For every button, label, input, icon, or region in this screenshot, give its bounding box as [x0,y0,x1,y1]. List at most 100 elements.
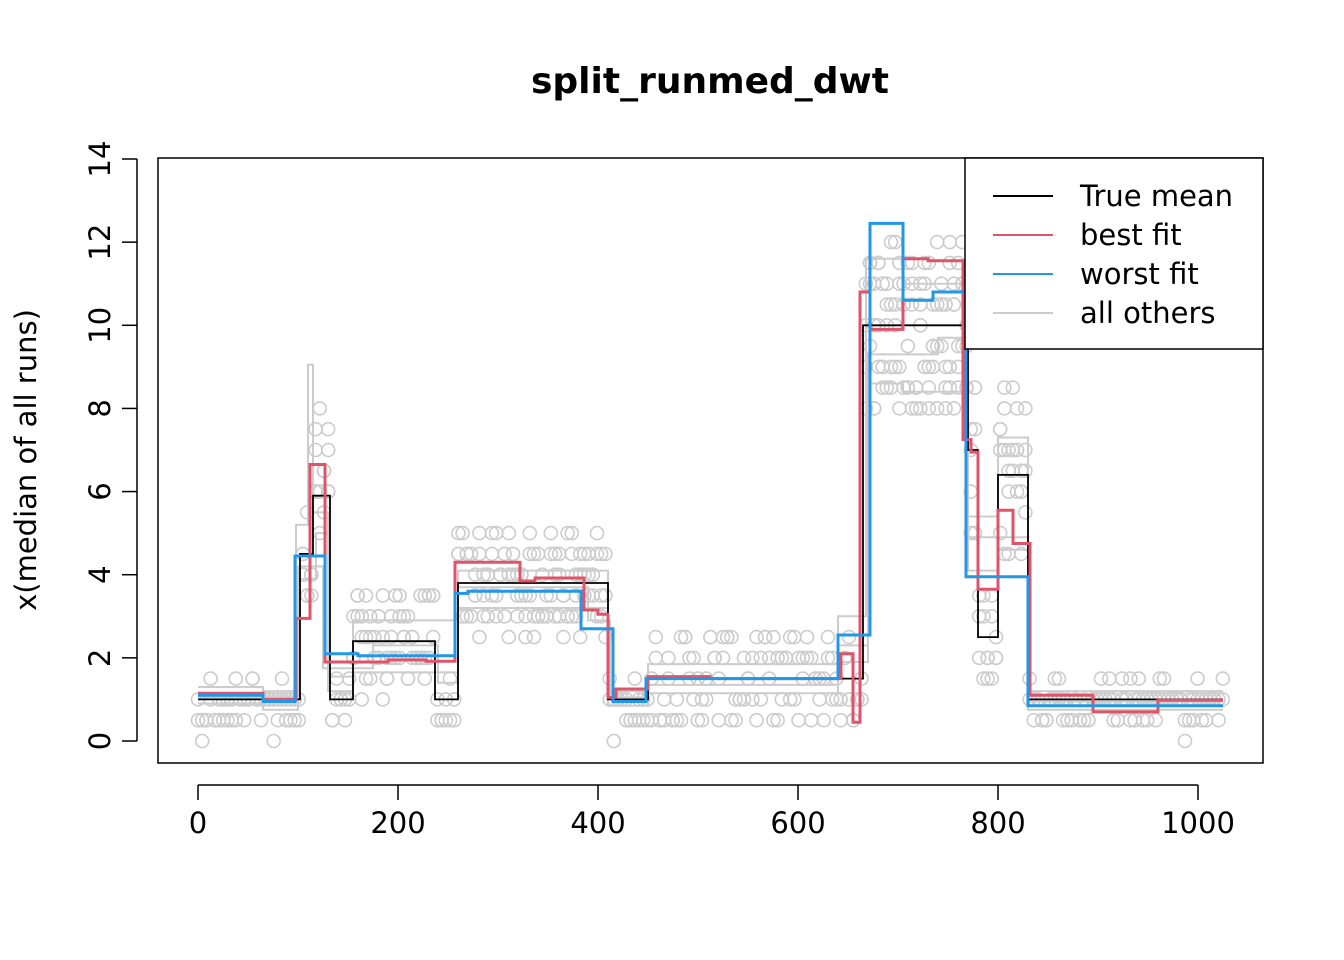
scatter-point [266,733,281,749]
scatter-point [388,588,403,603]
scatter-point [341,671,357,686]
scatter-point [648,650,664,666]
scatter-point [1131,671,1147,686]
scatter-point [518,629,533,645]
scatter-point [1194,712,1210,728]
y-tick-label: 2 [83,649,117,667]
scatter-point [543,546,559,562]
scatter-point [509,567,525,583]
scatter-point [438,712,454,728]
scatter-point [871,255,886,271]
scatter-point [938,401,953,416]
scatter-point [757,629,773,645]
scatter-point [1123,671,1138,686]
scatter-point [883,234,899,250]
scatter-point [354,692,370,707]
scatter-point [724,629,739,645]
scatter-point [358,588,374,603]
scatter-point [673,712,689,728]
scatter-point [320,484,336,499]
scatter-point [539,588,554,603]
scatter-point [850,692,865,707]
scatter-point [526,546,542,562]
scatter-point [497,546,512,562]
scatter-point [854,692,869,707]
scatter-point [770,712,785,728]
scatter-point [417,671,433,686]
scatter-point [220,712,235,728]
scatter-point [816,712,832,728]
scatter-point [417,588,433,603]
scatter-point [766,712,781,728]
scatter-point [564,608,580,624]
scatter-point [766,629,781,645]
x-axis: 0 200 400 600 800 1000 [189,784,1235,840]
scatter-point [358,629,374,645]
scatter-point [442,712,458,728]
scatter-point [598,588,613,603]
scatter-point [841,629,857,645]
scatter-point [417,650,433,666]
scatter-point [934,338,949,354]
scatter-point [497,608,512,624]
scatter-point [1018,463,1033,479]
scatter-point [1009,484,1025,499]
plot-area [190,221,1231,749]
scatter-point [404,629,420,645]
scatter-point [379,671,395,686]
scatter-point [984,671,1000,686]
x-tick-label: 0 [189,806,207,840]
y-tick-label: 8 [83,399,117,417]
scatter-point [799,629,815,645]
legend-label: best fit [1080,218,1182,252]
scatter-point [724,712,739,728]
scatter-point [929,401,945,416]
scatter-point [656,692,672,707]
scatter-point [522,525,538,541]
scatter-point [1039,712,1054,728]
scatter-point [1009,442,1025,458]
x-tick-label: 1000 [1161,806,1235,840]
scatter-point [942,380,958,395]
scatter-point [1005,380,1021,395]
scatter-point [921,359,937,375]
scatter-point [635,712,651,728]
scatter-point [467,588,483,603]
scatter-point [560,608,575,624]
scatter-point [997,401,1012,416]
scatter-point [1114,671,1130,686]
scatter-point [392,608,407,624]
y-tick-label: 6 [83,482,117,500]
scatter-point [904,401,920,416]
scatter-point [1156,671,1172,686]
scatter-point [274,671,290,686]
scatter-point [451,525,466,541]
y-tick-label: 0 [83,732,117,750]
scatter-point [648,629,664,645]
scatter-point [446,712,462,728]
scatter-point [1177,733,1193,749]
scatter-point [560,525,575,541]
scatter-point [669,712,685,728]
scatter-point [459,608,475,624]
scatter-point [455,525,470,541]
scatter-point [551,567,567,583]
scatter-point [1211,712,1226,728]
scatter-point [904,297,920,312]
scatter-point [976,671,991,686]
scatter-point [1009,401,1025,416]
scatter-point [833,712,848,728]
scatter-point [791,712,806,728]
scatter-point [547,546,563,562]
scatter-point [354,608,370,624]
scatter-point [967,380,983,395]
scatter-point [476,567,491,583]
scatter-point [665,712,680,728]
scatter-point [753,692,769,707]
scatter-point [253,712,269,728]
scatter-point [921,255,937,271]
scatter-point [505,546,521,562]
scatter-point [942,234,958,250]
scatter-point [929,234,945,250]
scatter-point [581,567,596,583]
